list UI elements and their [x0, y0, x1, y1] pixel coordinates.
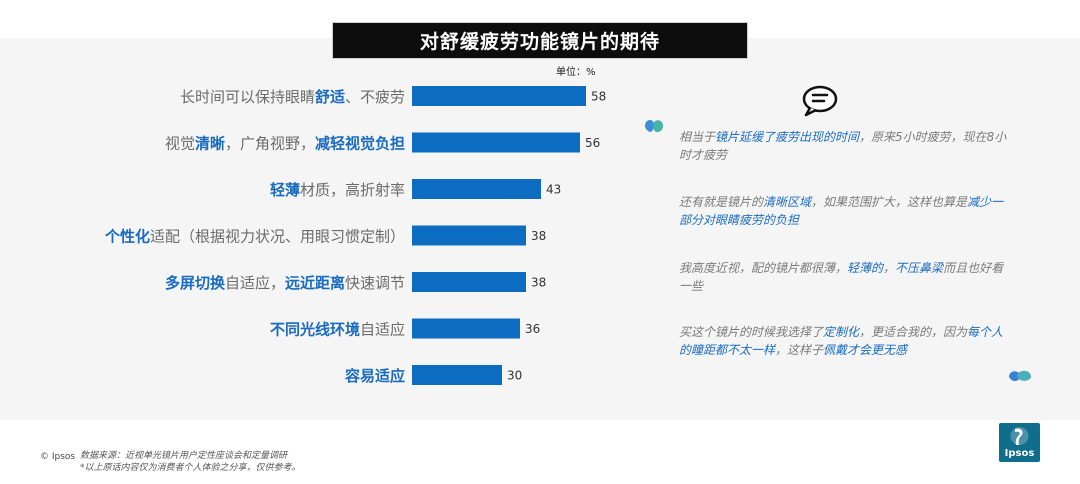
copyright: © Ipsos: [40, 452, 76, 462]
decor-blob-icon: [645, 120, 663, 133]
category-label-4: 多屏切换自适应，远近距离快速调节: [165, 274, 405, 292]
unit-label: 单位：%: [556, 67, 596, 78]
category-label-6: 容易适应: [344, 367, 405, 385]
value-label-6: 30: [507, 369, 522, 383]
chart-title: 对舒缓疲劳功能镜片的期待: [333, 23, 747, 58]
bar-3: [412, 225, 526, 246]
speech-bubble-icon: [802, 85, 838, 117]
category-label-5: 不同光线环境自适应: [270, 321, 405, 339]
quote-2: 我高度近视，配的镜片都很薄，轻薄的，不压鼻梁而且也好看一些: [679, 261, 1004, 293]
bar-6: [412, 365, 502, 385]
bar-2: [412, 179, 541, 199]
source-line: 数据来源：近视单光镜片用户定性座谈会和定量调研: [80, 451, 288, 461]
bar-5: [412, 318, 520, 339]
bar-4: [412, 272, 526, 292]
value-label-4: 38: [531, 276, 546, 290]
logo-mark-icon: [1010, 427, 1029, 445]
disclaimer-line: *以上原话内容仅为消费者个人体验之分享，仅供参考。: [80, 463, 301, 473]
ipsos-logo: Ipsos: [999, 423, 1040, 462]
category-label-0: 长时间可以保持眼睛舒适、不疲劳: [180, 88, 405, 106]
value-label-5: 36: [525, 322, 540, 336]
value-label-3: 38: [531, 229, 546, 243]
data-source: 数据来源：近视单光镜片用户定性座谈会和定量调研 *以上原话内容仅为消费者个人体验…: [80, 450, 301, 474]
bar-0: [412, 86, 586, 106]
value-label-2: 43: [546, 183, 561, 197]
value-label-1: 56: [585, 136, 600, 150]
quote-3: 买这个镜片的时候我选择了定制化，更适合我的，因为每个人的瞳距都不太一样，这样子佩…: [679, 325, 1004, 357]
quote-1: 还有就是镜片的清晰区域，如果范围扩大，这样也算是减少一部分对眼睛疲劳的负担: [679, 195, 1004, 227]
value-label-0: 58: [591, 90, 606, 104]
bar-1: [412, 132, 580, 153]
category-label-2: 轻薄材质，高折射率: [270, 181, 405, 199]
quote-0: 相当于镜片延缓了疲劳出现的时间，原来5小时疲劳，现在8小时才疲劳: [679, 130, 1007, 162]
logo-text: Ipsos: [1004, 448, 1035, 459]
category-label-1: 视觉清晰，广角视野，减轻视觉负担: [165, 135, 405, 153]
category-label-3: 个性化适配（根据视力状况、用眼习惯定制）: [104, 228, 405, 246]
decor-blob-icon: [1009, 370, 1031, 382]
